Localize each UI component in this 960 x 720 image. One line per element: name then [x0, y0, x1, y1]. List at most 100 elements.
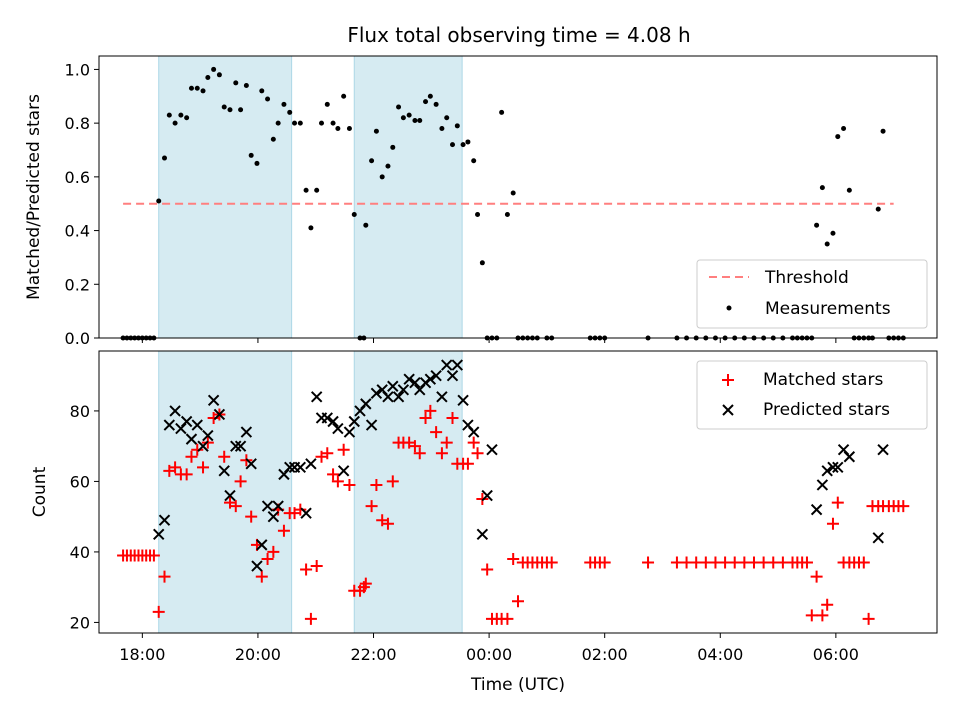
- matched-point-116: [857, 556, 870, 569]
- shaded-interval-0: [158, 55, 293, 339]
- predicted-point-55: [451, 359, 464, 371]
- measurement-point-48: [363, 222, 369, 228]
- bottom-y-axis: 20 40 60 80: [70, 402, 99, 632]
- predicted-point-36: [348, 415, 360, 428]
- matched-point-52: [381, 517, 394, 530]
- bottom-x-axis: 18:00 20:00 22:00 00:00 02:00 04:00 06:00: [119, 633, 859, 664]
- predicted-point-19: [256, 539, 268, 551]
- measurement-point-10: [161, 155, 167, 161]
- measurement-point-43: [341, 93, 347, 99]
- bottom-shaded-intervals: [158, 350, 463, 634]
- predicted-point-56: [457, 394, 469, 407]
- measurement-point-20: [216, 72, 222, 78]
- measurement-point-21: [221, 104, 227, 110]
- measurement-point-112: [846, 187, 852, 193]
- predicted-point-69: [872, 532, 884, 544]
- matched-point-50: [370, 478, 383, 491]
- predicted-point-17: [245, 458, 257, 470]
- x-tick-label-2: 22:00: [350, 645, 396, 664]
- measurement-point-64: [450, 142, 456, 148]
- matched-point-58: [413, 447, 426, 460]
- matched-point-84: [545, 556, 558, 569]
- predicted-point-47: [409, 377, 421, 389]
- predicted-point-63: [816, 479, 829, 491]
- predicted-point-15: [234, 440, 247, 452]
- measurement-point-45: [351, 211, 357, 217]
- predicted-point-42: [382, 391, 394, 403]
- measurement-point-65: [454, 123, 460, 129]
- predicted-point-51: [430, 369, 442, 382]
- measurement-point-107: [819, 185, 825, 191]
- measurement-point-69: [475, 211, 481, 217]
- bottom-predicted-series: [153, 359, 889, 572]
- matched-point-38: [310, 560, 323, 573]
- measurement-point-17: [200, 88, 206, 94]
- matched-point-89: [642, 556, 655, 569]
- predicted-point-58: [467, 426, 480, 438]
- matched-point-10: [158, 570, 171, 583]
- matched-point-9: [152, 605, 165, 618]
- top-y-axis: 0.0 0.2 0.4 0.6 0.8 1.0: [65, 60, 99, 348]
- matched-point-29: [261, 552, 274, 565]
- measurement-point-30: [270, 136, 276, 142]
- predicted-point-68: [843, 451, 856, 463]
- measurement-point-50: [373, 128, 379, 134]
- measurement-point-36: [303, 187, 309, 193]
- bottom-x-axis-label: Time (UTC): [470, 675, 565, 695]
- predicted-point-40: [370, 387, 383, 400]
- measurement-point-39: [319, 120, 325, 126]
- predicted-point-29: [310, 391, 323, 403]
- matched-point-24: [234, 475, 247, 488]
- y-tick-label-3: 80: [70, 402, 90, 421]
- matched-point-43: [337, 443, 350, 456]
- measurement-point-62: [439, 126, 445, 132]
- measurement-point-55: [400, 115, 406, 121]
- measurement-point-66: [460, 142, 466, 148]
- matched-point-68: [467, 436, 480, 449]
- predicted-point-2: [163, 419, 176, 431]
- matched-point-117: [862, 612, 875, 625]
- matched-point-62: [435, 447, 448, 460]
- predicted-point-44: [392, 391, 405, 403]
- measurement-point-52: [385, 163, 391, 169]
- predicted-point-66: [832, 461, 844, 474]
- bottom-y-axis-label: Count: [30, 466, 50, 517]
- legend-matched-label: Matched stars: [763, 370, 883, 390]
- measurement-point-26: [248, 152, 254, 158]
- y-tick-label-1: 40: [70, 543, 90, 562]
- matched-point-61: [430, 426, 443, 439]
- measurement-point-32: [281, 101, 287, 107]
- predicted-point-28: [305, 458, 317, 470]
- measurement-point-68: [471, 158, 477, 164]
- predicted-point-60: [481, 489, 493, 502]
- x-tick-label-3: 00:00: [466, 645, 512, 664]
- matched-point-110: [826, 517, 839, 530]
- x-tick-label-4: 02:00: [582, 645, 628, 664]
- measurement-point-28: [259, 88, 265, 94]
- matched-point-77: [512, 595, 524, 608]
- predicted-point-43: [387, 380, 399, 392]
- predicted-point-27: [300, 507, 312, 519]
- matched-point-64: [446, 411, 459, 424]
- chart-title: Flux total observing time = 4.08 h: [347, 23, 690, 47]
- matched-point-105: [800, 556, 813, 569]
- predicted-point-9: [202, 429, 214, 442]
- predicted-point-52: [436, 391, 448, 403]
- measurement-point-111: [841, 126, 847, 132]
- measurement-point-40: [324, 101, 330, 107]
- predicted-point-34: [337, 465, 350, 477]
- measurement-point-58: [417, 117, 423, 123]
- predicted-point-64: [821, 465, 833, 477]
- measurement-point-31: [275, 120, 281, 126]
- bottom-matched-series: [117, 404, 910, 625]
- predicted-point-33: [332, 422, 344, 435]
- measurement-point-51: [379, 174, 385, 180]
- predicted-point-18: [251, 560, 263, 572]
- predicted-point-45: [397, 384, 410, 396]
- bottom-panel: 20 40 60 80 18:00 20:00 22:00 00:00 02:00 04:00 0…: [30, 350, 938, 695]
- predicted-point-12: [218, 465, 230, 477]
- predicted-point-24: [284, 461, 296, 474]
- predicted-point-38: [360, 398, 372, 410]
- measurement-point-109: [830, 230, 836, 236]
- y-tick-label-0: 20: [70, 613, 90, 632]
